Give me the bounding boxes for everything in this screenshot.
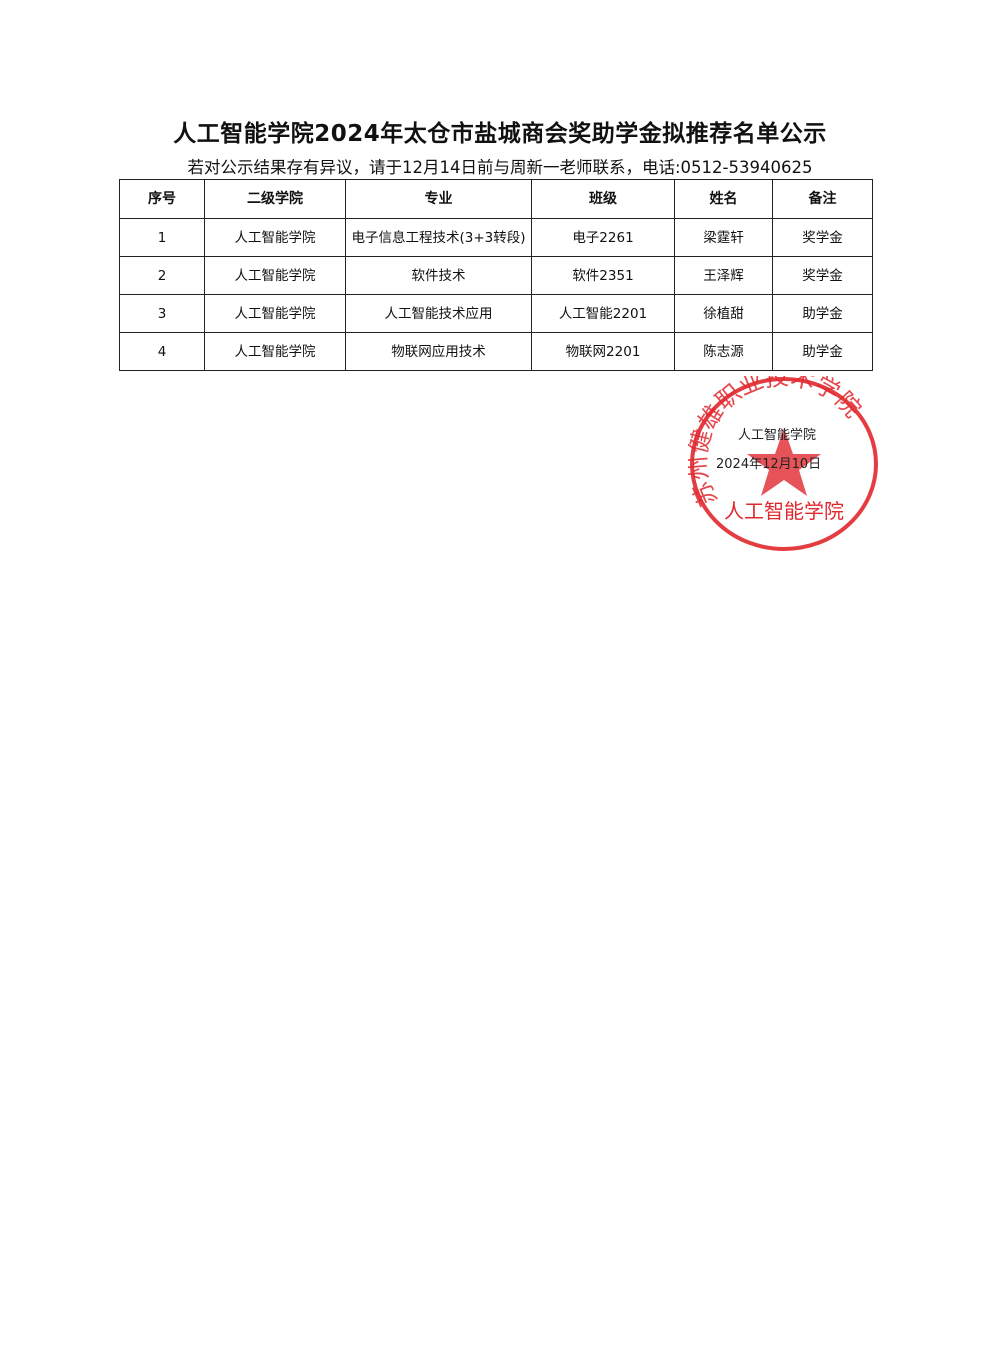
table-cell: 王泽辉	[674, 256, 773, 295]
table-cell: 人工智能学院	[204, 256, 346, 295]
header-cell: 二级学院	[204, 179, 346, 219]
table-cell: 人工智能2201	[531, 294, 675, 333]
table-header-row: 序号 二级学院 专业 班级 姓名 备注	[119, 179, 873, 219]
table-cell: 陈志源	[674, 332, 773, 371]
header-cell: 姓名	[674, 179, 773, 219]
signature-date: 2024年12月10日	[716, 457, 822, 472]
table-cell: 软件技术	[345, 256, 532, 295]
seal-star-icon	[747, 428, 821, 496]
table-cell: 物联网应用技术	[345, 332, 532, 371]
signature-org: 人工智能学院	[738, 428, 817, 443]
table-cell: 梁霆轩	[674, 218, 773, 257]
header-cell: 专业	[345, 179, 532, 219]
seal-bottom-text: 人工智能学院	[724, 499, 844, 523]
table-cell: 电子信息工程技术(3+3转段)	[345, 218, 532, 257]
table-cell: 助学金	[772, 294, 873, 333]
table-cell: 人工智能技术应用	[345, 294, 532, 333]
official-seal: 苏州健雄职业技术学院 人工智能学院	[688, 376, 878, 551]
recommendation-table: 序号 二级学院 专业 班级 姓名 备注 1 人工智能学院 电子信息工程技术(3+3转…	[119, 179, 873, 371]
header-cell: 序号	[119, 179, 205, 219]
table-cell: 徐植甜	[674, 294, 773, 333]
table-cell: 人工智能学院	[204, 218, 346, 257]
table-row: 2 人工智能学院 软件技术 软件2351 王泽辉 奖学金	[119, 256, 873, 295]
table-cell: 助学金	[772, 332, 873, 371]
table-cell: 人工智能学院	[204, 332, 346, 371]
table-cell: 2	[119, 256, 205, 295]
table-cell: 电子2261	[531, 218, 675, 257]
table-cell: 软件2351	[531, 256, 675, 295]
table-cell: 人工智能学院	[204, 294, 346, 333]
header-cell: 备注	[772, 179, 873, 219]
table-cell: 1	[119, 218, 205, 257]
table-row: 1 人工智能学院 电子信息工程技术(3+3转段) 电子2261 梁霆轩 奖学金	[119, 218, 873, 257]
table-cell: 3	[119, 294, 205, 333]
header-cell: 班级	[531, 179, 675, 219]
table-cell: 奖学金	[772, 256, 873, 295]
document-subtitle: 若对公示结果存有异议，请于12月14日前与周新一老师联系，电话:0512-539…	[187, 158, 813, 177]
table-cell: 奖学金	[772, 218, 873, 257]
document-title: 人工智能学院2024年太仓市盐城商会奖助学金拟推荐名单公示	[173, 121, 827, 147]
table-row: 4 人工智能学院 物联网应用技术 物联网2201 陈志源 助学金	[119, 332, 873, 371]
table-cell: 物联网2201	[531, 332, 675, 371]
table-cell: 4	[119, 332, 205, 371]
table-row: 3 人工智能学院 人工智能技术应用 人工智能2201 徐植甜 助学金	[119, 294, 873, 333]
